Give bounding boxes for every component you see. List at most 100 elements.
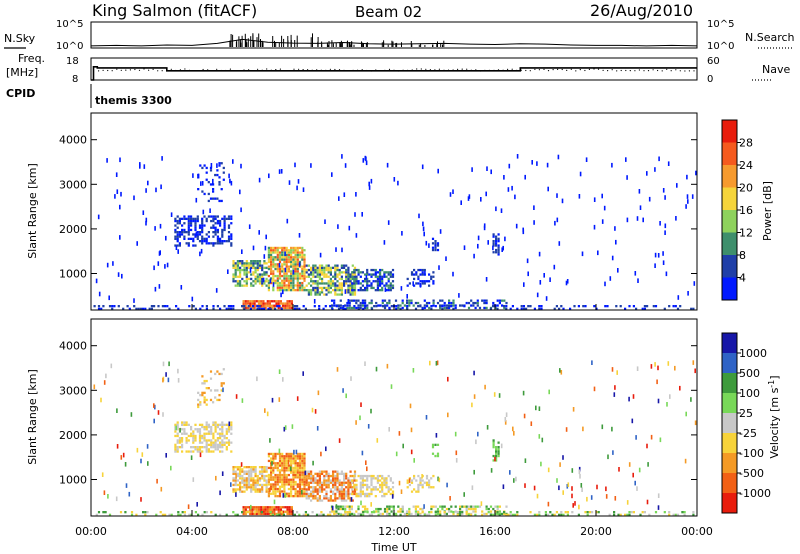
- range-cell: [221, 432, 224, 435]
- range-cell: [351, 289, 354, 292]
- range-cell: [492, 244, 495, 247]
- range-cell: [430, 511, 433, 514]
- range-cell: [192, 240, 195, 243]
- range-cell: [657, 398, 660, 404]
- range-cell: [305, 275, 308, 278]
- range-cell: [478, 505, 482, 508]
- range-cell: [280, 307, 283, 310]
- range-cell: [181, 224, 184, 227]
- range-cell: [364, 479, 367, 482]
- range-cell: [257, 302, 261, 305]
- range-cell: [305, 271, 308, 274]
- range-cell: [334, 286, 337, 290]
- range-cell: [492, 235, 495, 238]
- range-cell: [469, 513, 473, 516]
- range-cell: [387, 220, 390, 225]
- range-cell: [157, 410, 160, 415]
- range-cell: [225, 307, 228, 310]
- nave-point: [543, 68, 545, 70]
- range-cell: [628, 396, 630, 402]
- range-cell: [272, 258, 275, 261]
- range-cell: [347, 271, 350, 274]
- range-cell: [341, 154, 343, 159]
- range-cell: [415, 271, 418, 274]
- range-cell: [586, 511, 589, 514]
- range-cell: [301, 274, 304, 278]
- range-cell: [203, 432, 206, 435]
- range-cell: [198, 428, 202, 431]
- range-cell: [348, 304, 351, 307]
- range-cell: [253, 304, 256, 307]
- range-cell: [301, 286, 304, 289]
- range-cell: [292, 471, 295, 474]
- range-cell: [329, 273, 332, 276]
- range-cell: [274, 490, 277, 493]
- range-cell: [278, 253, 282, 257]
- range-cell: [551, 513, 554, 516]
- range-cell: [256, 277, 259, 281]
- range-cell: [430, 275, 433, 278]
- range-cell: [248, 469, 250, 475]
- range-cell: [278, 260, 282, 264]
- range-cell: [286, 300, 289, 303]
- velocity-colorbar-label: Velocity [m s-1]: [767, 375, 781, 458]
- range-cell: [571, 511, 574, 514]
- range-cell: [498, 510, 501, 513]
- range-cell: [412, 505, 415, 508]
- range-cell: [432, 282, 435, 285]
- range-cell: [232, 468, 235, 471]
- range-cell: [338, 495, 341, 498]
- range-cell: [209, 166, 213, 170]
- colorbar-segment: [722, 373, 737, 393]
- range-cell: [355, 277, 358, 281]
- range-cell: [192, 237, 195, 240]
- range-cell: [278, 457, 282, 460]
- nave-point: [220, 69, 222, 72]
- range-cell: [353, 284, 357, 287]
- range-cell: [192, 439, 195, 442]
- nave-point: [261, 69, 263, 71]
- range-cell: [273, 510, 276, 513]
- range-cell: [199, 401, 202, 404]
- range-cell: [425, 474, 429, 478]
- range-cell: [349, 474, 352, 478]
- nave-point: [170, 68, 172, 70]
- range-cell: [366, 507, 369, 511]
- range-cell: [187, 233, 190, 236]
- range-cell: [251, 506, 254, 509]
- noise-frame: [90, 21, 698, 49]
- nave-point: [98, 70, 100, 72]
- range-cell: [263, 273, 266, 276]
- range-cell: [428, 280, 431, 283]
- range-cell: [274, 457, 277, 460]
- range-cell: [467, 513, 470, 516]
- nave-point: [229, 68, 231, 70]
- range-cell: [387, 271, 390, 274]
- range-cell: [187, 439, 190, 442]
- range-cell: [428, 306, 431, 310]
- nave-point: [425, 68, 427, 70]
- range-cell: [219, 450, 222, 453]
- range-cell: [236, 479, 239, 482]
- range-cell: [285, 274, 288, 278]
- range-cell: [165, 235, 167, 241]
- colorbar-tick-label: 24: [739, 159, 753, 172]
- range-cell: [343, 488, 346, 491]
- range-cell: [262, 508, 265, 511]
- range-cell: [413, 458, 415, 463]
- range-cell: [190, 228, 193, 232]
- range-cell: [271, 300, 274, 303]
- range-cell: [227, 231, 231, 234]
- range-cell: [334, 470, 337, 473]
- nave-ytick-bottom: 0: [707, 74, 713, 85]
- range-cell: [290, 459, 293, 463]
- range-cell: [323, 282, 326, 285]
- nave-point: [243, 69, 245, 71]
- range-cell: [441, 307, 444, 310]
- range-cell: [201, 425, 204, 429]
- range-cell: [387, 284, 390, 287]
- range-cell: [346, 306, 349, 310]
- range-cell: [342, 307, 345, 310]
- range-cell: [212, 217, 215, 220]
- range-cell: [223, 441, 226, 444]
